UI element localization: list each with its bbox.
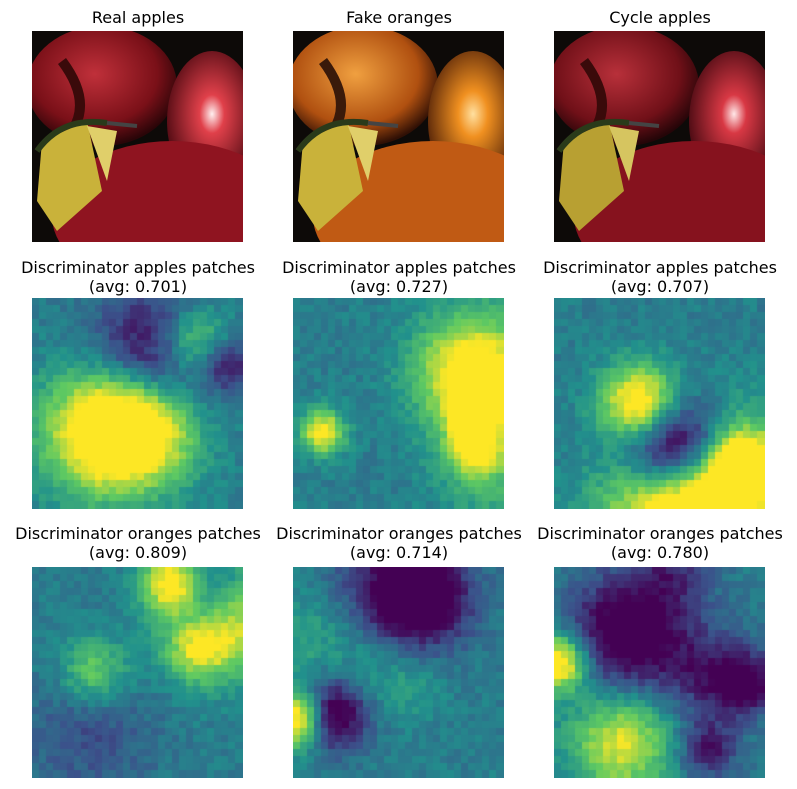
apple-photo-illustration (554, 31, 765, 242)
panel-disc-apples-real: Discriminator apples patches (avg: 0.701… (7, 258, 269, 509)
panel-title-line2: (avg: 0.727) (349, 277, 449, 296)
apple-photo-illustration (32, 31, 243, 242)
panel-title-line2: (avg: 0.701) (88, 277, 188, 296)
panel-title: Real apples (91, 8, 185, 27)
panel-disc-oranges-cycle: Discriminator oranges patches (avg: 0.78… (529, 524, 791, 778)
discriminator-heatmap (554, 298, 765, 509)
real-apples-image (32, 31, 243, 242)
panel-title-line1: Discriminator oranges patches (537, 524, 783, 543)
cycle-apples-image (554, 31, 765, 242)
panel-title-line1: Discriminator apples patches (282, 258, 516, 277)
panel-title-line1: Discriminator oranges patches (15, 524, 261, 543)
discriminator-heatmap (293, 298, 504, 509)
discriminator-heatmap (32, 298, 243, 509)
discriminator-heatmap (293, 567, 504, 778)
panel-real-apples: Real apples (7, 8, 269, 242)
panel-title-line1: Discriminator apples patches (543, 258, 777, 277)
panel-title-line1: Discriminator apples patches (21, 258, 255, 277)
panel-disc-apples-fake: Discriminator apples patches (avg: 0.727… (268, 258, 530, 509)
orange-photo-illustration (293, 31, 504, 242)
panel-disc-oranges-fake: Discriminator oranges patches (avg: 0.71… (268, 524, 530, 778)
panel-title: Fake oranges (346, 8, 452, 27)
discriminator-heatmap (32, 567, 243, 778)
panel-title-line2: (avg: 0.809) (88, 543, 188, 562)
panel-title-line2: (avg: 0.780) (610, 543, 710, 562)
panel-title-line1: Discriminator oranges patches (276, 524, 522, 543)
fake-oranges-image (293, 31, 504, 242)
discriminator-heatmap (554, 567, 765, 778)
panel-title-line2: (avg: 0.707) (610, 277, 710, 296)
panel-disc-oranges-real: Discriminator oranges patches (avg: 0.80… (7, 524, 269, 778)
panel-fake-oranges: Fake oranges (268, 8, 530, 242)
panel-disc-apples-cycle: Discriminator apples patches (avg: 0.707… (529, 258, 791, 509)
panel-title: Cycle apples (609, 8, 711, 27)
panel-title-line2: (avg: 0.714) (349, 543, 449, 562)
panel-cycle-apples: Cycle apples (529, 8, 791, 242)
